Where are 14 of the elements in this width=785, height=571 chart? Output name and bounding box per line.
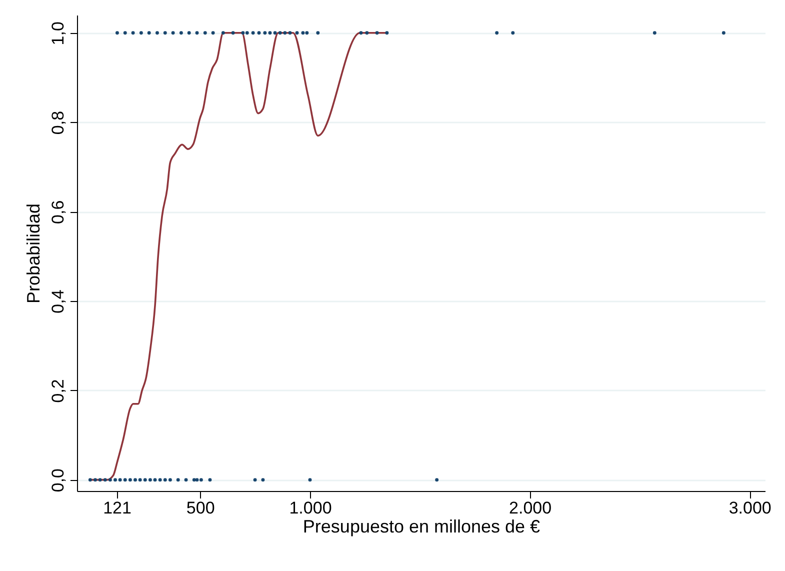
line-series bbox=[89, 32, 388, 481]
x-axis-title: Presupuesto en millones de € bbox=[302, 516, 540, 536]
y-tick-label: 0,4 bbox=[48, 290, 68, 314]
x-tick-label: 1.000 bbox=[289, 498, 332, 518]
x-tick-label: 121 bbox=[103, 498, 132, 518]
x-tick-label: 2.000 bbox=[509, 498, 552, 518]
y-axis-title: Probabilidad bbox=[24, 203, 44, 304]
y-tick-label: 0,0 bbox=[48, 468, 68, 492]
y-tick-label: 0,8 bbox=[48, 110, 68, 135]
y-tick-label: 0,2 bbox=[48, 379, 68, 403]
y-tick-label: 0,6 bbox=[48, 200, 68, 224]
x-tick-label: 3.000 bbox=[728, 498, 772, 518]
x-tick-label: 500 bbox=[186, 498, 215, 518]
y-tick-label: 1,0 bbox=[48, 22, 68, 46]
